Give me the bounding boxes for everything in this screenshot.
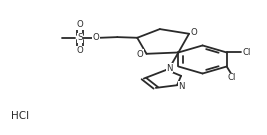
- Text: O: O: [77, 46, 84, 55]
- Text: O: O: [191, 28, 198, 37]
- Text: S: S: [77, 33, 83, 42]
- Text: O: O: [136, 50, 143, 59]
- Text: O: O: [77, 20, 84, 29]
- Text: N: N: [166, 64, 173, 73]
- Text: O: O: [93, 33, 99, 42]
- Text: Cl: Cl: [228, 73, 236, 82]
- Text: HCl: HCl: [11, 111, 29, 121]
- Text: N: N: [179, 82, 185, 91]
- Text: Cl: Cl: [242, 48, 251, 57]
